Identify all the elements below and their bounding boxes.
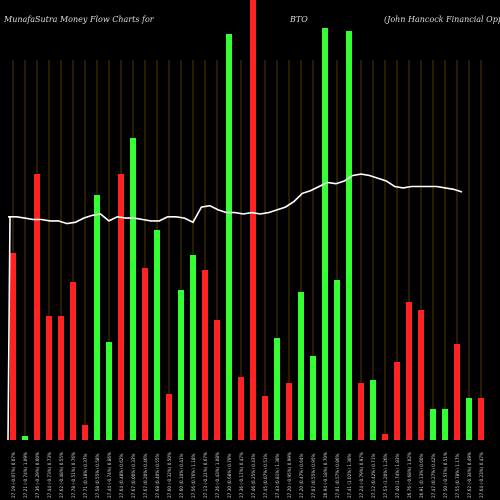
x-tick-label: 26.76 (-0.68%) 1.02% (407, 452, 412, 498)
money-flow-bar (226, 34, 232, 440)
x-tick-label: 27.12 (0.42%) 0.71% (371, 453, 376, 498)
money-flow-bar (190, 255, 196, 440)
x-tick-label: 27.64 (-0.23%) 0.47% (479, 452, 484, 498)
money-flow-bar (298, 292, 304, 440)
x-tick-label: 27.19 (-0.07%) 0.07% (11, 452, 16, 498)
money-flow-bar (334, 280, 340, 440)
money-flow-bar (442, 409, 448, 440)
x-tick-label: 27.40 (1.74%) 1.83% (395, 453, 400, 498)
x-tick-label: 27.67 (0.00%) 0.33% (131, 453, 136, 498)
money-flow-bar (286, 383, 292, 440)
x-tick-label: 27.45 (0.07%) 0.51% (263, 453, 268, 498)
money-flow-bar (418, 310, 424, 440)
money-flow-bar (166, 394, 172, 440)
money-flow-bar (214, 320, 220, 440)
x-tick-label: 27.60 (-0.32%) 0.50% (167, 452, 172, 498)
money-flow-bar (322, 28, 328, 440)
money-flow-bar (454, 344, 460, 440)
x-tick-label: 27.46 (0.25%) 0.43% (251, 453, 256, 498)
x-tick-label: 27.36 (-0.17%) 0.47% (239, 452, 244, 498)
x-tick-label: 27.56 (0.76%) 1.18% (191, 453, 196, 498)
x-tick-label: 27.53 (1.20%) 1.26% (383, 453, 388, 498)
x-tick-label: 27.60 (0.10%) 0.41% (179, 453, 184, 498)
x-tick-label: 26.94 (-0.18%) 0.70% (323, 452, 328, 498)
money-flow-bar (382, 434, 388, 440)
x-tick-label: 27.20 (-0.95%) 0.99% (287, 452, 292, 498)
money-flow-bar (106, 342, 112, 440)
x-tick-label: 27.62 (-0.34%) 0.49% (467, 452, 472, 498)
chart-header: MunafaSutra Money Flow Charts for BTO (J… (0, 0, 500, 24)
x-tick-label: 27.26 (-0.43%) 1.08% (215, 452, 220, 498)
money-flow-bar (310, 356, 316, 440)
money-flow-bar (34, 174, 40, 440)
x-tick-label: 27.43 (0.81%) 1.30% (275, 453, 280, 498)
x-tick-label: 27.71 (0.18%) 0.37% (83, 453, 88, 498)
money-flow-bar (370, 380, 376, 440)
money-flow-bar (46, 316, 52, 440)
money-flow-bar (346, 31, 352, 440)
x-tick-label: 27.68 (0.40%) 0.55% (155, 453, 160, 498)
money-flow-bar (202, 270, 208, 440)
x-tick-label: 27.13 (-0.21%) 0.67% (203, 452, 208, 498)
money-flow-bar (274, 338, 280, 440)
x-tick-label: 27.36 (-0.29%) 0.60% (35, 452, 40, 498)
money-flow-bar (70, 282, 76, 440)
x-tick-label: 27.55 (0.78%) 1.17% (455, 453, 460, 498)
x-tick-label: 27.21 (-0.74%) 1.09% (23, 452, 28, 498)
money-flow-bar (22, 436, 28, 440)
x-tick-label: 27.67 (0.20%) 0.46% (143, 453, 148, 498)
site-title: MunafaSutra Money Flow Charts for (4, 15, 154, 24)
x-tick-label: 27.62 (-0.48%) 0.55% (59, 452, 64, 498)
money-flow-bar (94, 195, 100, 440)
money-flow-bar (154, 230, 160, 440)
money-flow-bar (10, 253, 16, 440)
x-tick-label: 27.58 (0.55%) 0.58% (95, 453, 100, 498)
money-flow-bar (466, 398, 472, 440)
x-tick-label: 27.50 (-0.57%) 0.51% (443, 452, 448, 498)
money-flow-bar (394, 362, 400, 440)
money-flow-bar (118, 174, 124, 440)
x-tick-label: 27.41 (1.02%) 1.30% (347, 453, 352, 498)
money-flow-bar (58, 316, 64, 440)
x-tick-label: 27.30 (0.68%) 0.79% (227, 453, 232, 498)
price-line (7, 173, 463, 441)
money-flow-bar (130, 138, 136, 440)
money-flow-bar (406, 302, 412, 440)
money-flow-bar (250, 0, 256, 440)
money-flow-bar (262, 396, 268, 440)
money-flow-bar (142, 268, 148, 440)
x-tick-label: 27.44 (-0.73%) 0.73% (47, 452, 52, 498)
money-flow-bar (82, 425, 88, 440)
money-flow-bar (238, 377, 244, 440)
x-tick-label: 27.44 (-0.74%) 0.86% (107, 452, 112, 498)
money-flow-bar (430, 409, 436, 440)
company-name: (John Hancock Financial Oppor (384, 15, 500, 24)
x-tick-label: 27.47 (0.27%) 0.42% (431, 453, 436, 498)
x-tick-label: 27.24 (-0.79%) 0.97% (359, 452, 364, 498)
x-tick-label: 27.01 (0.57%) 0.86% (335, 453, 340, 498)
x-tick-label: 26.91 (0.13%) 0.60% (419, 453, 424, 498)
money-flow-bar (358, 383, 364, 440)
x-tick-label: 27.64 (0.48%) 0.62% (119, 453, 124, 498)
x-tick-label: 27.07 (0.55%) 0.95% (311, 453, 316, 498)
x-tick-label: 27.20 (0.47%) 0.64% (299, 453, 304, 498)
symbol-label: BTO (290, 15, 308, 24)
money-flow-bar (478, 398, 484, 440)
x-tick-label: 27.78 (-0.51%) 0.76% (71, 452, 76, 498)
money-flow-bar (178, 290, 184, 440)
